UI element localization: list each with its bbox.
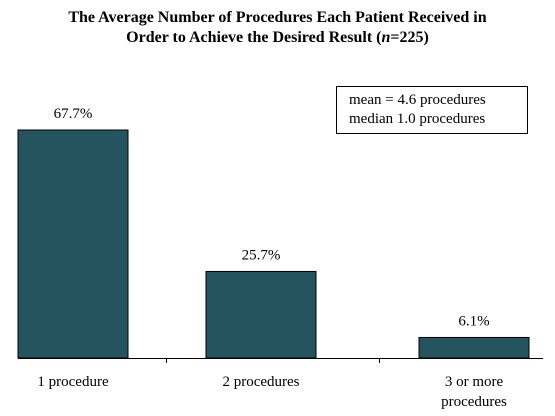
- chart-title-line-2: Order to Achieve the Desired Result (n=2…: [0, 28, 555, 48]
- title-n-italic: n: [381, 29, 391, 46]
- category-label-3: procedures: [441, 394, 507, 410]
- x-axis: [18, 358, 543, 363]
- category-label-3: 3 or more: [445, 374, 504, 390]
- category-label-2: 2 procedures: [222, 374, 299, 390]
- labels-layer: 67.7% 1 procedure 25.7% 2 procedures 6.1% 3 o…: [37, 106, 507, 410]
- title-text: The Average Number of Procedures Each Pa…: [68, 9, 487, 26]
- bars-layer: [17, 129, 530, 359]
- stats-box: mean = 4.6 procedures median 1.0 procedu…: [336, 86, 528, 134]
- data-label-2: 25.7%: [242, 247, 281, 263]
- bar-2: [205, 270, 317, 359]
- data-label-1: 67.7%: [54, 106, 93, 122]
- stats-median: median 1.0 procedures: [349, 111, 486, 127]
- bar-1: [17, 129, 129, 359]
- title-text: Order to Achieve the Desired Result (: [126, 29, 382, 46]
- chart-title-line-1: The Average Number of Procedures Each Pa…: [0, 8, 555, 28]
- data-label-3: 6.1%: [458, 313, 489, 329]
- bar-3: [418, 336, 530, 359]
- category-label-1: 1 procedure: [37, 374, 109, 390]
- chart-title: The Average Number of Procedures Each Pa…: [0, 8, 555, 48]
- title-text: =225): [390, 29, 429, 46]
- stats-mean: mean = 4.6 procedures: [349, 92, 486, 108]
